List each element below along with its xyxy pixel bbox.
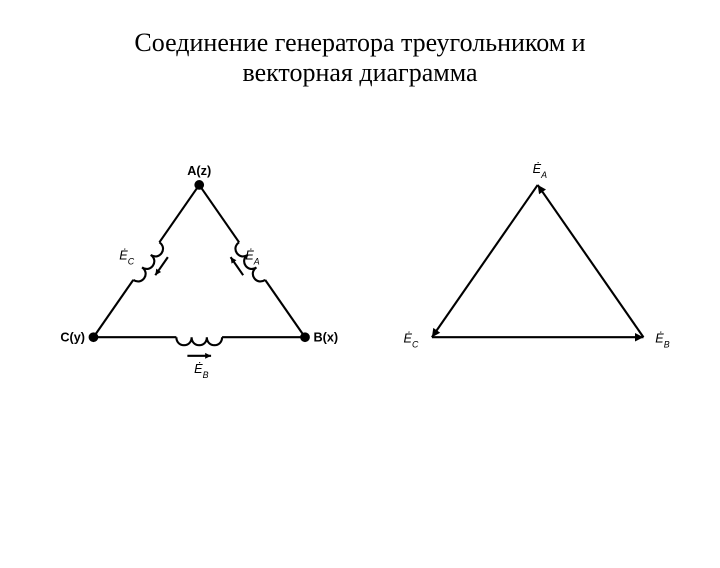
svg-text:ĖB: ĖB [194, 362, 208, 380]
svg-text:ĖA: ĖA [533, 162, 547, 180]
svg-text:C(y): C(y) [60, 330, 85, 344]
title-line-1: Соединение генератора треугольником и [0, 28, 720, 58]
svg-text:ĖA: ĖA [245, 248, 259, 266]
title-line-2: векторная диаграмма [0, 58, 720, 88]
diagram-area: A(z) B(x) C(y) ĖA ĖC ĖB ĖA ĖB ĖC [0, 128, 720, 428]
vector-triangle: ĖA ĖB ĖC [403, 162, 669, 349]
diagram-svg: A(z) B(x) C(y) ĖA ĖC ĖB ĖA ĖB ĖC [30, 128, 690, 428]
svg-text:ĖB: ĖB [655, 331, 669, 349]
page-title: Соединение генератора треугольником и ве… [0, 28, 720, 88]
svg-text:A(z): A(z) [187, 164, 211, 178]
svg-text:ĖC: ĖC [403, 331, 418, 349]
svg-text:B(x): B(x) [313, 330, 338, 344]
circuit-triangle: A(z) B(x) C(y) ĖA ĖC ĖB [60, 164, 338, 380]
svg-text:ĖC: ĖC [119, 248, 134, 266]
